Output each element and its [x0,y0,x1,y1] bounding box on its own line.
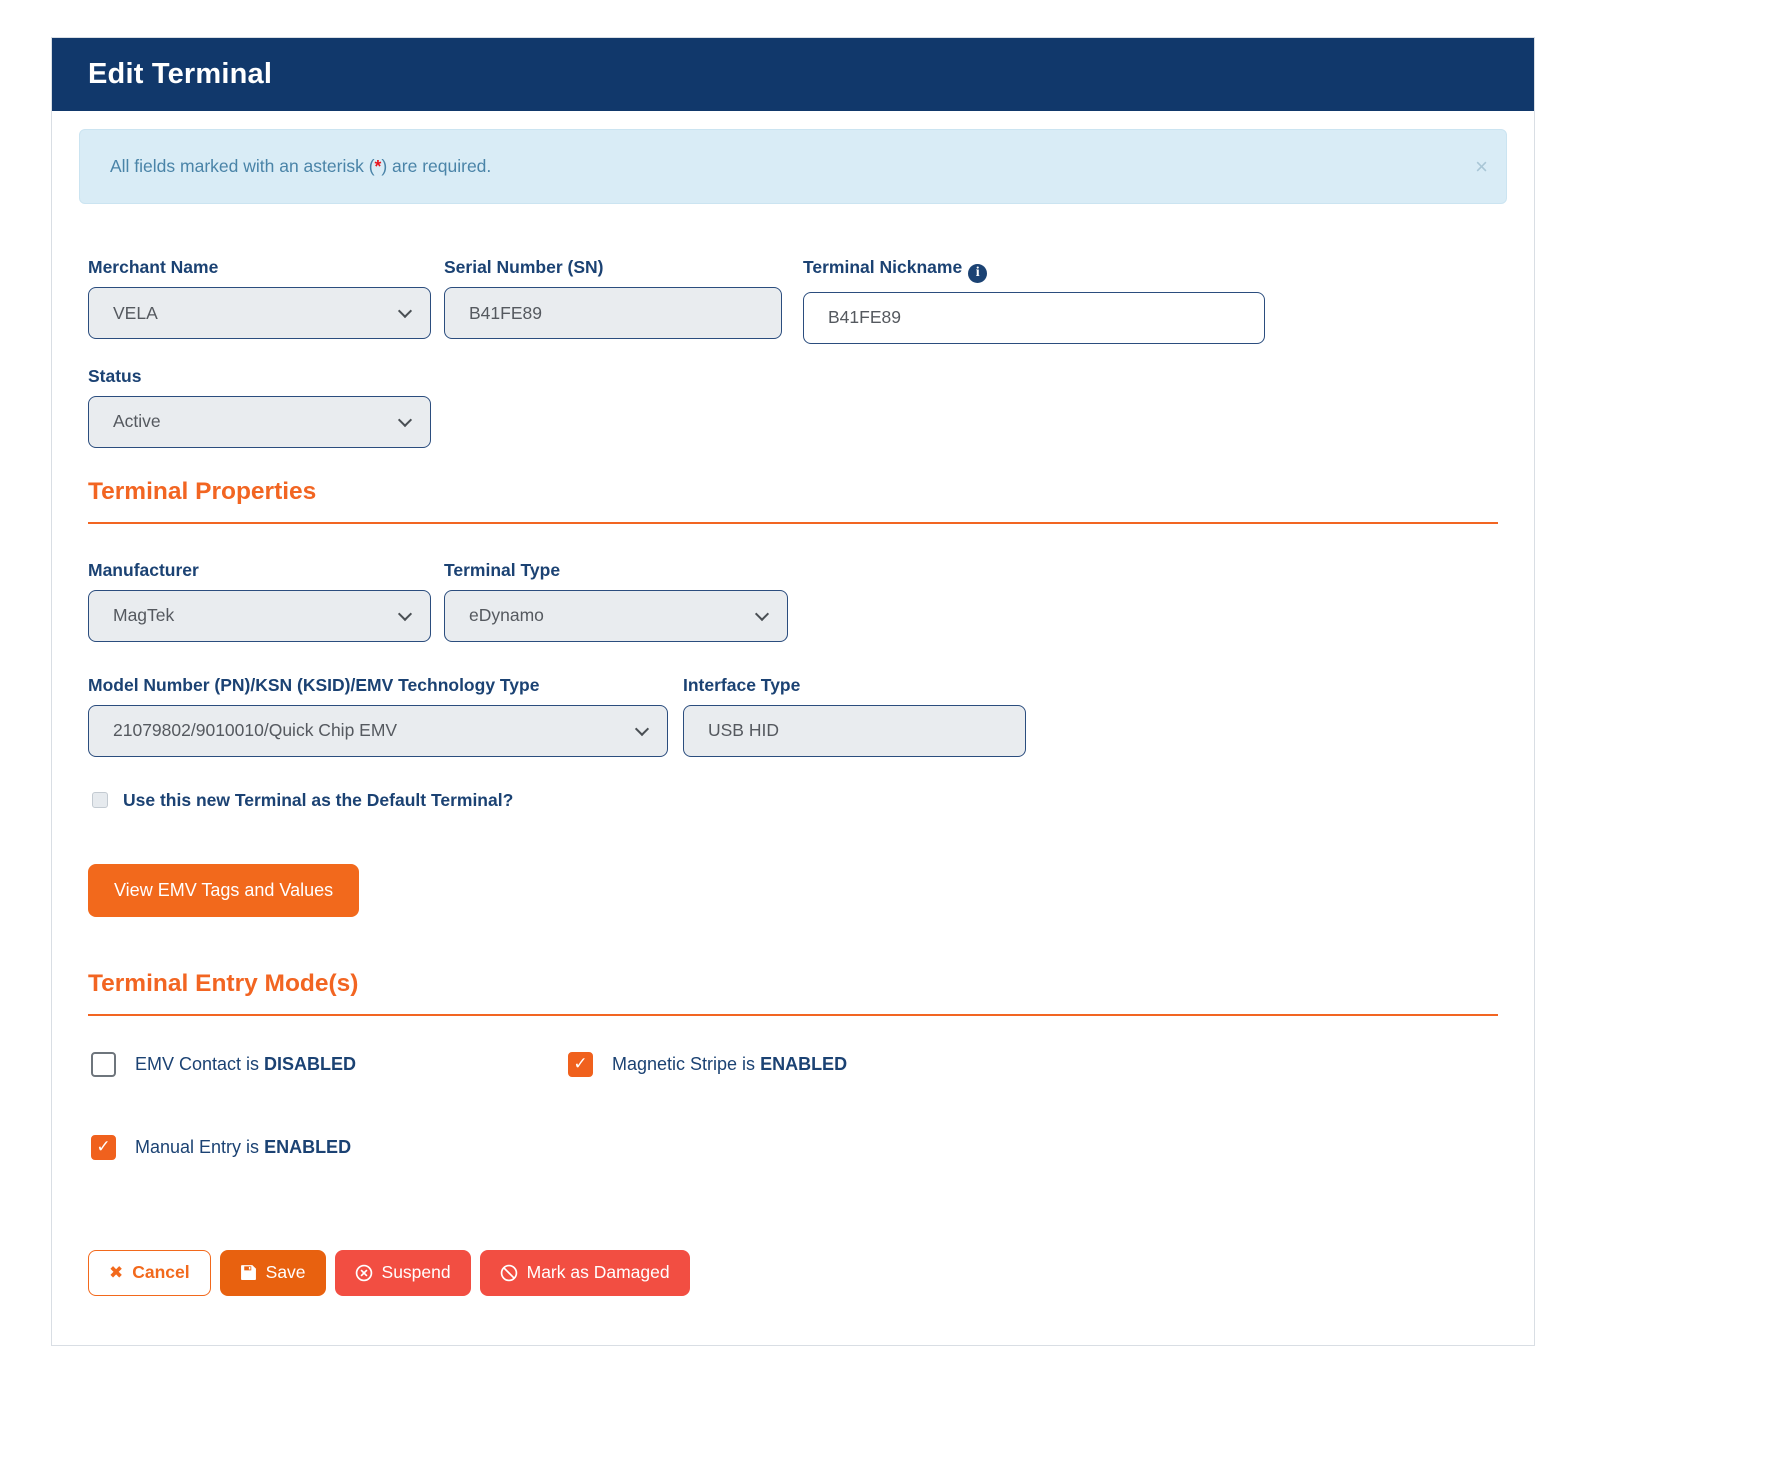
status-value: Active [88,395,431,448]
manufacturer-label: Manufacturer [88,559,199,580]
default-terminal-label[interactable]: Use this new Terminal as the Default Ter… [123,789,514,810]
interface-type-group: Interface Type [683,675,1026,757]
model-number-select[interactable]: 21079802/9010010/Quick Chip EMV [88,704,668,757]
action-buttons-row: Cancel Save [88,1249,1498,1296]
emv-contact-label[interactable]: EMV Contact is DISABLED [135,1054,356,1075]
card-header: Edit Terminal [52,38,1534,111]
save-icon [240,1264,257,1281]
terminal-nickname-label-text: Terminal Nickname [803,257,963,277]
x-icon [109,1262,123,1283]
row-model-interface: Model Number (PN)/KSN (KSID)/EMV Technol… [88,675,1498,757]
terminal-type-select[interactable]: eDynamo [444,589,788,642]
suspend-button-label: Suspend [381,1262,451,1282]
mark-as-damaged-button[interactable]: Mark as Damaged [479,1249,690,1296]
save-button[interactable]: Save [219,1249,326,1296]
terminal-nickname-group: Terminal Nickname [803,257,1265,344]
edit-terminal-card: Edit Terminal All fields marked with an … [51,37,1535,1346]
section-divider [88,1013,1498,1016]
magnetic-stripe-status: ENABLED [760,1053,848,1074]
model-number-label: Model Number (PN)/KSN (KSID)/EMV Technol… [88,674,540,695]
cancel-button[interactable]: Cancel [88,1249,211,1296]
required-asterisk: * [374,156,382,176]
terminal-type-label: Terminal Type [444,559,561,580]
terminal-properties-section: Terminal Properties [88,478,1498,524]
emv-contact-label-text: EMV Contact is [135,1053,265,1074]
status-label: Status [88,365,142,386]
page-title: Edit Terminal [88,58,273,90]
required-fields-alert: All fields marked with an asterisk (*) a… [79,129,1507,204]
terminal-entry-modes-heading: Terminal Entry Mode(s) [88,969,359,997]
info-icon[interactable] [968,263,988,283]
manual-entry-label[interactable]: Manual Entry is ENABLED [135,1137,351,1158]
magnetic-stripe-item: Magnetic Stripe is ENABLED [565,1051,847,1077]
row-merchant-serial-nickname: Merchant Name VELA Serial Number (SN) Te… [88,257,1498,344]
magnetic-stripe-checkbox[interactable] [568,1051,593,1077]
terminal-nickname-field[interactable] [803,291,1265,344]
manufacturer-value: MagTek [88,589,431,642]
default-terminal-row: Use this new Terminal as the Default Ter… [88,790,1498,811]
status-group: Status Active [88,366,1498,448]
interface-type-field [683,704,1026,757]
view-emv-tags-button[interactable]: View EMV Tags and Values [88,863,360,917]
model-number-group: Model Number (PN)/KSN (KSID)/EMV Technol… [88,675,668,757]
cancel-button-label: Cancel [132,1262,190,1282]
alert-close-icon[interactable] [1475,156,1488,178]
terminal-entry-modes-section: Terminal Entry Mode(s) [88,970,1498,1016]
alert-text-before: All fields marked with an asterisk ( [110,156,375,176]
manual-entry-status: ENABLED [264,1136,352,1157]
terminal-nickname-label: Terminal Nickname [803,257,1265,283]
form-area: Merchant Name VELA Serial Number (SN) Te… [79,257,1507,1296]
serial-number-field [444,287,782,339]
entry-modes-row-1: EMV Contact is DISABLED Magnetic Stripe … [88,1051,1498,1077]
section-divider [88,521,1498,524]
save-button-label: Save [265,1262,306,1282]
terminal-properties-heading: Terminal Properties [88,477,317,505]
magnetic-stripe-label-text: Magnetic Stripe is [612,1053,761,1074]
manufacturer-group: Manufacturer MagTek [88,560,431,642]
mark-as-damaged-button-label: Mark as Damaged [526,1262,670,1282]
manual-entry-label-text: Manual Entry is [135,1136,265,1157]
emv-contact-checkbox[interactable] [91,1051,116,1077]
magnetic-stripe-label[interactable]: Magnetic Stripe is ENABLED [612,1054,847,1075]
circle-x-icon [355,1264,373,1282]
entry-modes-row-2: Manual Entry is ENABLED [88,1134,1498,1160]
merchant-name-value: VELA [88,287,431,339]
manual-entry-item: Manual Entry is ENABLED [88,1134,565,1160]
card-body: All fields marked with an asterisk (*) a… [52,111,1534,1345]
serial-number-group: Serial Number (SN) [444,257,782,344]
status-select[interactable]: Active [88,395,431,448]
model-number-value: 21079802/9010010/Quick Chip EMV [88,704,668,757]
terminal-type-group: Terminal Type eDynamo [444,560,788,642]
merchant-name-select[interactable]: VELA [88,287,431,339]
alert-text-after: ) are required. [381,156,492,176]
emv-contact-status: DISABLED [264,1053,357,1074]
manual-entry-checkbox[interactable] [91,1134,116,1160]
alert-text: All fields marked with an asterisk (*) a… [110,156,491,177]
ban-icon [500,1264,518,1282]
manufacturer-select[interactable]: MagTek [88,589,431,642]
interface-type-label: Interface Type [683,674,801,695]
merchant-name-group: Merchant Name VELA [88,257,431,344]
terminal-type-value: eDynamo [444,589,788,642]
suspend-button[interactable]: Suspend [334,1249,471,1296]
row-manufacturer-type: Manufacturer MagTek Terminal Type eDynam… [88,560,1498,642]
default-terminal-checkbox[interactable] [92,792,108,808]
merchant-name-label: Merchant Name [88,257,219,277]
emv-contact-item: EMV Contact is DISABLED [88,1051,565,1077]
serial-number-label: Serial Number (SN) [444,257,604,277]
